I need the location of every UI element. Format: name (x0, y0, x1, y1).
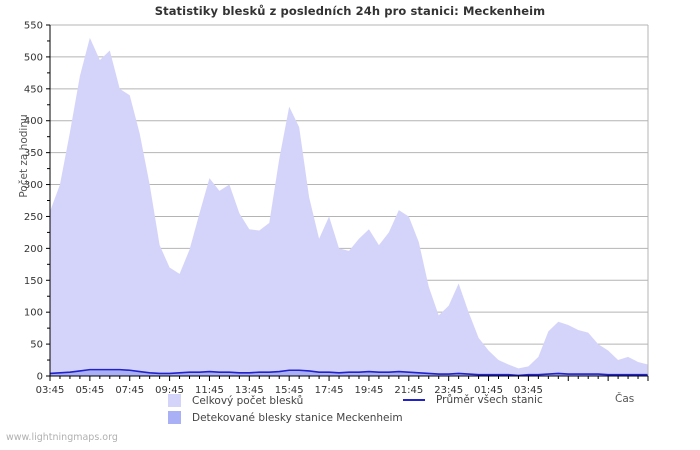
svg-text:05:45: 05:45 (75, 385, 104, 396)
legend-line-average-icon (403, 399, 425, 401)
chart-legend: Celkový počet blesků Detekované blesky s… (0, 392, 700, 432)
svg-text:250: 250 (24, 212, 43, 223)
legend-label-average: Průměr všech stanic (436, 394, 543, 406)
svg-text:0: 0 (37, 372, 43, 383)
svg-text:150: 150 (24, 276, 43, 287)
svg-text:100: 100 (24, 308, 43, 319)
svg-text:01:45: 01:45 (474, 385, 503, 396)
svg-text:13:45: 13:45 (235, 385, 264, 396)
svg-text:03:45: 03:45 (36, 385, 65, 396)
svg-text:23:45: 23:45 (434, 385, 463, 396)
legend-swatch-station-icon (168, 411, 181, 424)
svg-text:350: 350 (24, 148, 43, 159)
legend-label-station: Detekované blesky stanice Meckenheim (192, 411, 403, 424)
svg-text:03:45: 03:45 (514, 385, 543, 396)
legend-item-station[interactable]: Detekované blesky stanice Meckenheim (168, 411, 403, 424)
y-axis-title: Počet za hodinu (18, 114, 30, 198)
legend-label-total: Celkový počet blesků (192, 394, 304, 407)
legend-item-total[interactable]: Celkový počet blesků (168, 394, 303, 407)
svg-text:07:45: 07:45 (115, 385, 144, 396)
svg-text:11:45: 11:45 (195, 385, 224, 396)
svg-text:500: 500 (24, 52, 43, 63)
svg-text:50: 50 (30, 340, 43, 351)
watermark: www.lightningmaps.org (6, 432, 118, 443)
svg-text:21:45: 21:45 (394, 385, 423, 396)
legend-swatch-total-icon (168, 394, 181, 407)
svg-text:200: 200 (24, 244, 43, 255)
svg-text:19:45: 19:45 (355, 385, 384, 396)
svg-text:450: 450 (24, 84, 43, 95)
svg-text:09:45: 09:45 (155, 385, 184, 396)
svg-text:300: 300 (24, 180, 43, 191)
svg-text:400: 400 (24, 116, 43, 127)
legend-item-average[interactable]: Průměr všech stanic (403, 394, 543, 406)
svg-text:550: 550 (24, 21, 43, 32)
x-axis-title: Čas (615, 393, 635, 405)
svg-text:17:45: 17:45 (315, 385, 344, 396)
page-title: Statistiky blesků z posledních 24h pro s… (154, 4, 546, 18)
svg-text:15:45: 15:45 (275, 385, 304, 396)
